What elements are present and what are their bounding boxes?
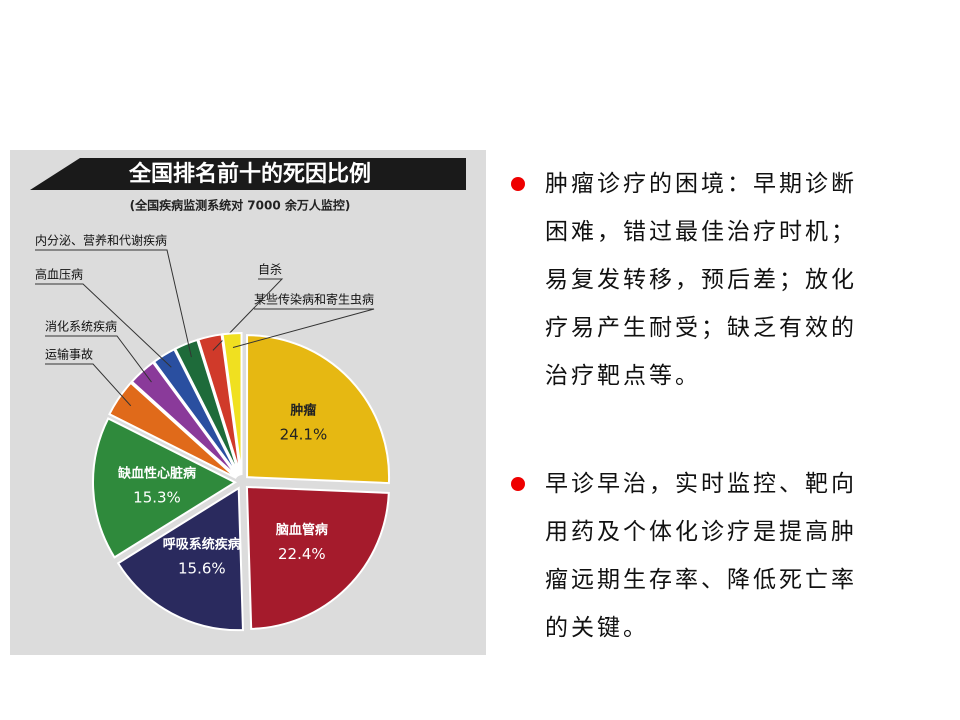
slice-label: 高血压病 [35, 267, 83, 282]
leader-line [212, 278, 284, 351]
pie-slice [152, 347, 240, 477]
pie-slice [221, 332, 243, 476]
value-label: 15.3% [133, 488, 181, 506]
slice-label: 消化系统疾病 [45, 319, 117, 334]
value-label: 22.4% [278, 545, 326, 563]
leader-line [232, 308, 375, 348]
slice-label: 运输事故 [45, 347, 93, 362]
leader-line [35, 283, 172, 368]
chart-title: 全国排名前十的死因比例 [128, 161, 371, 187]
pie-slice [173, 338, 241, 476]
slice-label: 脑血管病 [276, 522, 328, 538]
value-label: 24.1% [280, 426, 328, 444]
bullet: 肿瘤诊疗的困境：早期诊断困难，错过最佳治疗时机；易复发转移，预后差；放化疗易产生… [511, 160, 875, 400]
leader-line [35, 249, 192, 358]
bullet: 早诊早治，实时监控、靶向用药及个体化诊疗是提高肿瘤远期生存率、降低死亡率的关键。 [511, 460, 875, 652]
pie-slice [108, 381, 237, 479]
slice-label: 内分泌、营养和代谢疾病 [35, 233, 167, 248]
bullet-text: 肿瘤诊疗的困境：早期诊断困难，错过最佳治疗时机；易复发转移，预后差；放化疗易产生… [545, 171, 857, 389]
slice-label: 肿瘤 [290, 403, 316, 419]
bullet-dot [511, 177, 525, 191]
value-label: 15.6% [178, 560, 226, 578]
chart: 全国排名前十的死因比例 (全国疾病监测系统对 7000 余万人监控) 肿瘤 24.… [10, 150, 486, 655]
pie-slice [197, 333, 242, 476]
slice-label: 呼吸系统疾病 [163, 537, 241, 553]
pie-slice [130, 361, 239, 478]
pie-slice [116, 486, 244, 632]
slice-label: 某些传染病和寄生虫病 [254, 292, 374, 307]
slice-label: 自杀 [258, 262, 282, 277]
slice-label: 缺血性心脏病 [117, 465, 196, 481]
leader-line [45, 335, 152, 383]
pie-slice [245, 485, 390, 630]
pie-slice [92, 417, 238, 559]
title-banner [30, 158, 466, 190]
bullet-dot [511, 477, 525, 491]
pie-slice [246, 334, 391, 485]
chart-subtitle: (全国疾病监测系统对 7000 余万人监控) [130, 198, 351, 213]
bullet-text: 早诊早治，实时监控、靶向用药及个体化诊疗是提高肿瘤远期生存率、降低死亡率的关键。 [545, 471, 857, 641]
leader-line [45, 363, 132, 407]
